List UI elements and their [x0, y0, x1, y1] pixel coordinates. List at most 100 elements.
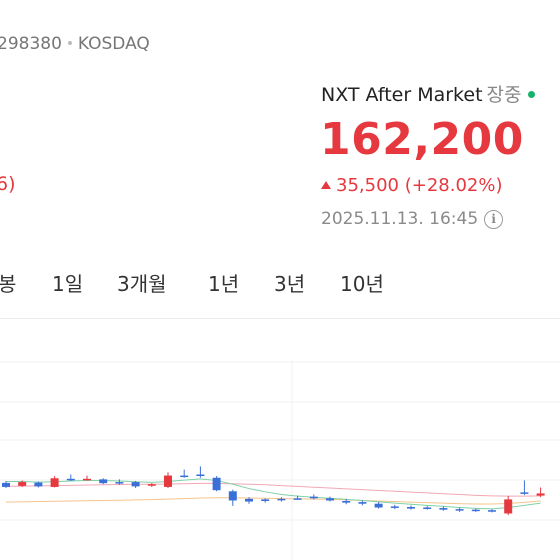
- candle-body: [34, 482, 43, 487]
- candle-33: [536, 487, 545, 498]
- candle-body: [536, 493, 545, 496]
- candle-3: [50, 476, 59, 488]
- candle-body: [18, 482, 27, 486]
- nxt-timestamp: 2025.11.13. 16:45 i: [321, 209, 504, 229]
- candle-26: [423, 505, 432, 510]
- candle-28: [455, 507, 464, 512]
- price-chart[interactable]: [0, 330, 560, 560]
- candle-21: [342, 498, 351, 505]
- candle-body: [407, 506, 415, 509]
- timestamp-text: 2025.11.13. 16:45: [321, 209, 479, 229]
- candle-9: [147, 483, 156, 487]
- candle-32: [520, 480, 529, 496]
- candle-2: [34, 481, 43, 488]
- candle-29: [471, 508, 480, 512]
- candle-7: [115, 479, 124, 485]
- candle-12: [196, 466, 205, 478]
- period-tabs: 봉 1일 3개월 1년 3년 10년: [0, 268, 560, 300]
- candle-25: [407, 505, 415, 510]
- candle-body: [228, 491, 237, 501]
- candle-body: [180, 475, 189, 478]
- candle-body: [439, 508, 448, 510]
- moving-averages: [5, 478, 541, 510]
- candle-body: [520, 492, 529, 494]
- chart-grid: [0, 360, 560, 560]
- tab-10years[interactable]: 10년: [340, 272, 384, 296]
- regular-change-fragment: 6): [0, 173, 16, 195]
- change-amount: 35,500: [336, 175, 399, 196]
- candle-23: [374, 502, 383, 509]
- candle-13: [212, 476, 221, 492]
- candle-19: [309, 494, 318, 500]
- candle-5: [83, 475, 91, 481]
- candle-body: [99, 479, 108, 484]
- tab-3years[interactable]: 3년: [274, 272, 306, 296]
- candle-body: [147, 484, 156, 486]
- candle-24: [390, 504, 399, 510]
- separator-dot: [67, 40, 72, 45]
- candle-body: [293, 498, 302, 500]
- candle-body: [115, 482, 124, 484]
- candle-30: [488, 509, 496, 513]
- candle-body: [164, 475, 172, 487]
- candle-body: [2, 482, 10, 487]
- candle-body: [309, 496, 318, 499]
- candle-body: [358, 502, 367, 504]
- candle-16: [261, 498, 270, 503]
- stock-code-market: 298380 KOSDAQ: [0, 34, 150, 54]
- tabs-divider: [0, 318, 560, 319]
- tab-1day[interactable]: 1일: [52, 272, 84, 296]
- nxt-price: 162,200: [320, 114, 524, 165]
- candle-15: [245, 497, 253, 504]
- candle-body: [488, 510, 496, 512]
- stock-code: 298380: [0, 34, 62, 54]
- candle-17: [277, 497, 286, 502]
- candle-body: [245, 498, 253, 502]
- candle-body: [342, 501, 351, 503]
- live-dot-icon: [527, 90, 535, 98]
- candle-body: [66, 478, 75, 481]
- candle-22: [358, 500, 367, 506]
- candle-body: [131, 482, 140, 487]
- candle-8: [131, 480, 140, 489]
- candle-4: [66, 474, 75, 481]
- candle-0: [2, 480, 10, 489]
- candle-11: [180, 469, 189, 478]
- candle-1: [18, 480, 27, 487]
- candle-20: [326, 496, 334, 502]
- candle-body: [50, 478, 59, 487]
- nxt-after-market-header: NXT After Market 장중: [321, 80, 535, 107]
- ma-mid-line: [5, 497, 541, 505]
- ma-long-line: [5, 482, 541, 497]
- candle-14: [228, 489, 237, 506]
- market-name: KOSDAQ: [77, 34, 150, 54]
- candle-10: [164, 472, 172, 489]
- candle-body: [326, 498, 334, 501]
- candle-body: [261, 499, 270, 502]
- tab-candle[interactable]: 봉: [0, 272, 17, 296]
- candle-body: [455, 509, 464, 511]
- change-percent: (+28.02%): [404, 175, 503, 196]
- candle-body: [83, 478, 91, 481]
- ma-short-line: [6, 478, 541, 510]
- candle-31: [504, 496, 513, 516]
- candle-body: [374, 503, 383, 508]
- nxt-title: NXT After Market: [321, 84, 483, 106]
- candle-6: [99, 478, 108, 485]
- candle-body: [277, 498, 286, 501]
- candle-body: [390, 506, 399, 508]
- tab-1year[interactable]: 1년: [208, 272, 240, 296]
- tab-3months[interactable]: 3개월: [117, 272, 167, 296]
- nxt-change: 35,500 (+28.02%): [321, 175, 502, 196]
- candle-body: [196, 474, 205, 476]
- candle-18: [293, 495, 302, 500]
- session-status: 장중: [486, 84, 522, 106]
- candle-body: [212, 477, 221, 491]
- candle-body: [504, 499, 513, 514]
- candle-27: [439, 506, 448, 511]
- candle-body: [423, 507, 432, 510]
- info-icon[interactable]: i: [484, 209, 504, 229]
- candles: [2, 466, 545, 516]
- up-triangle-icon: [321, 180, 331, 189]
- candle-body: [471, 509, 480, 512]
